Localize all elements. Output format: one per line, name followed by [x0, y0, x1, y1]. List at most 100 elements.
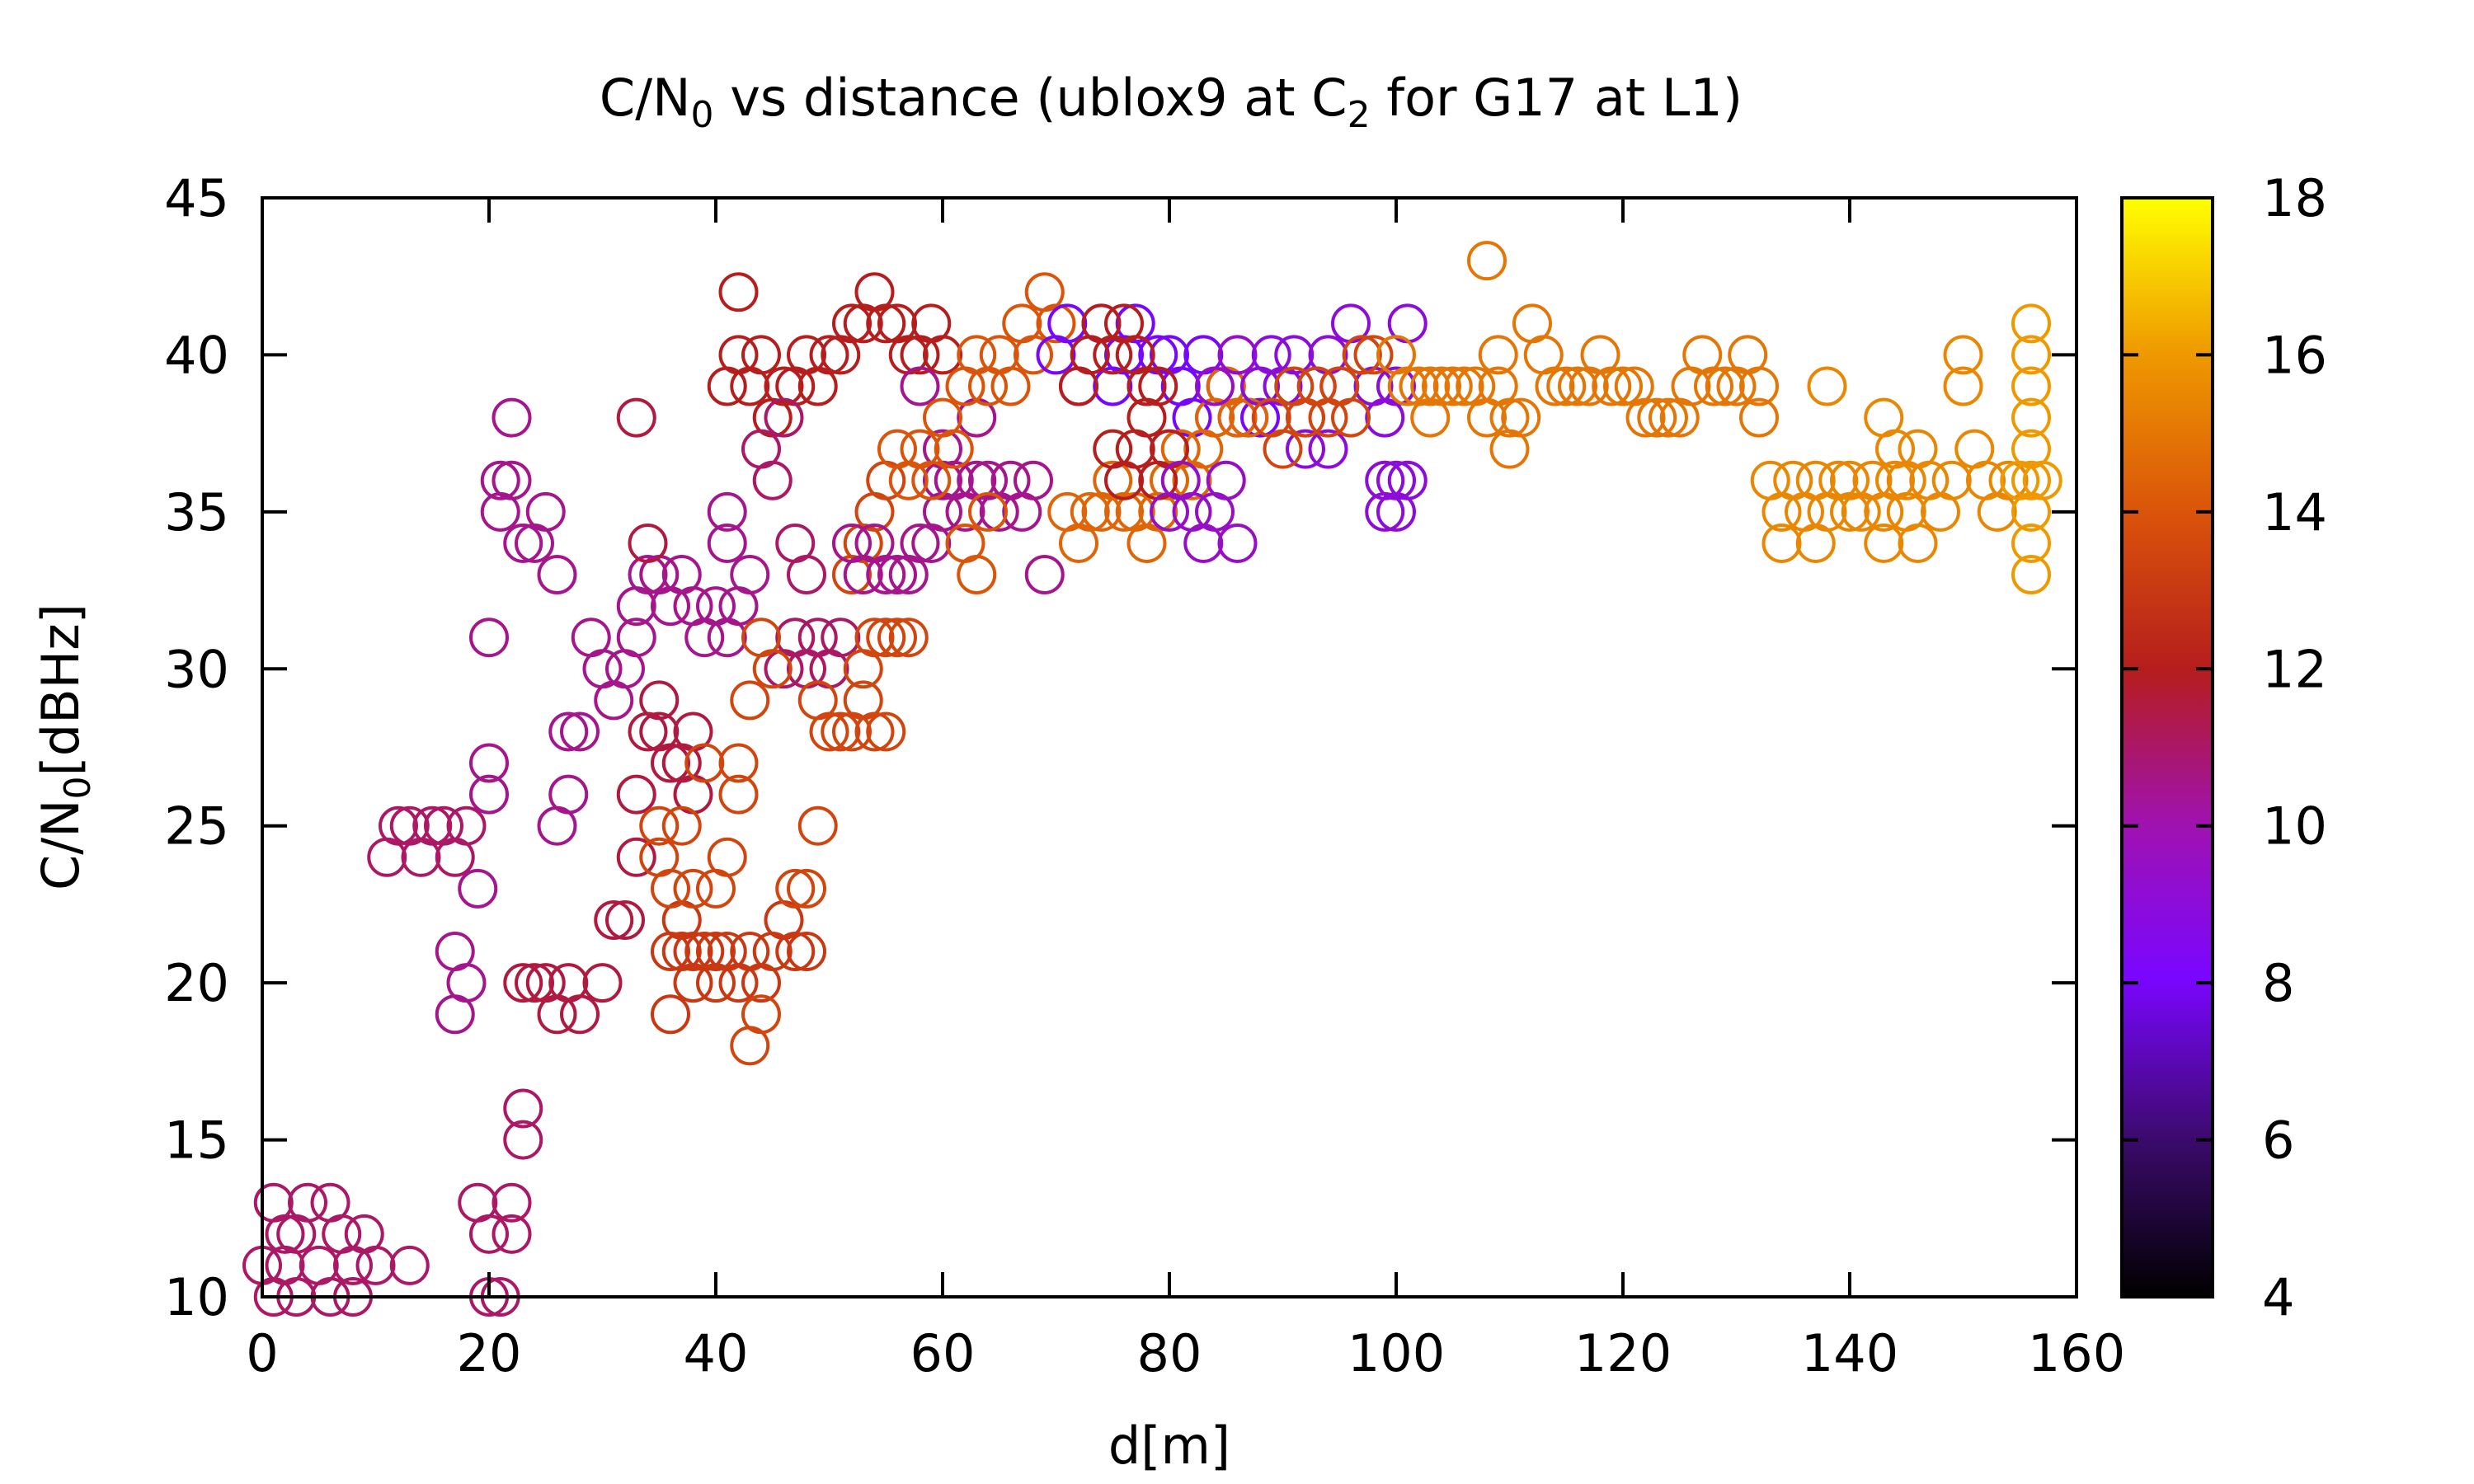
data-point: [1206, 460, 1246, 500]
data-point: [265, 1214, 305, 1254]
data-point: [1694, 366, 1733, 406]
data-point: [718, 272, 759, 312]
data-point: [628, 523, 668, 563]
data-point: [854, 711, 895, 752]
data-point: [1047, 303, 1088, 344]
data-point: [1240, 397, 1280, 438]
x-tick-label: 60: [910, 1323, 976, 1383]
data-point: [1410, 397, 1451, 438]
data-point: [1943, 366, 1983, 406]
data-point: [594, 899, 634, 940]
x-tick-label: 120: [1574, 1323, 1672, 1383]
data-point: [480, 460, 520, 500]
data-point: [821, 711, 861, 752]
data-point: [730, 680, 770, 721]
data-point: [537, 555, 577, 595]
data-point: [1217, 397, 1258, 438]
data-point: [1331, 397, 1371, 438]
y-tick-label: 45: [164, 168, 229, 228]
y-tick-label: 10: [164, 1267, 229, 1327]
data-point: [866, 303, 906, 344]
data-point: [492, 1182, 532, 1223]
colorbar-tick-label: 10: [2262, 796, 2327, 857]
colorbar-tick-label: 4: [2262, 1267, 2294, 1327]
data-point: [797, 805, 838, 846]
data-point: [560, 711, 600, 752]
data-point: [1014, 460, 1053, 500]
chart-title: C/N0 vs distance (ublox9 at C2 for G17 a…: [600, 68, 1743, 136]
data-point: [469, 1214, 509, 1254]
data-point: [1432, 366, 1473, 406]
data-point: [1535, 366, 1575, 406]
data-point: [616, 837, 656, 877]
colorbar-tick-label: 6: [2262, 1111, 2294, 1171]
data-point: [492, 397, 532, 438]
data-point: [1104, 491, 1144, 532]
data-point: [1376, 366, 1416, 406]
data-point: [1625, 397, 1666, 438]
data-point: [2011, 335, 2051, 375]
data-point: [775, 868, 816, 909]
data-point: [582, 963, 623, 1003]
data-point: [707, 523, 747, 563]
data-point: [1286, 429, 1325, 469]
data-point: [923, 335, 962, 375]
data-point: [661, 805, 702, 846]
data-point: [866, 711, 906, 752]
data-point: [503, 523, 543, 563]
data-point: [492, 1214, 532, 1254]
data-point: [446, 963, 487, 1003]
data-point: [389, 1245, 430, 1285]
y-tick-label: 20: [164, 953, 229, 1013]
data-point: [446, 805, 487, 846]
colorbar: [2120, 196, 2214, 1298]
data-point: [548, 711, 589, 752]
x-tick-label: 100: [1348, 1323, 1445, 1383]
data-point: [990, 366, 1031, 406]
data-point: [673, 868, 713, 909]
data-point: [1546, 366, 1587, 406]
colorbar-ticks: 4 6 8 10 12 14 16 18: [2122, 168, 2327, 1327]
data-point: [1489, 397, 1530, 438]
data-point: [900, 366, 940, 406]
data-point: [1217, 335, 1258, 375]
data-point: [696, 932, 736, 972]
data-point: [1387, 460, 1427, 500]
data-point: [2011, 523, 2051, 563]
data-point: [900, 523, 940, 563]
data-point: [2011, 303, 2051, 344]
y-tick-label: 40: [164, 325, 229, 385]
data-point: [1864, 523, 1904, 563]
data-point: [288, 1182, 327, 1223]
data-point: [639, 805, 680, 846]
data-point: [1807, 366, 1847, 406]
data-point: [707, 491, 747, 532]
data-point: [1830, 491, 1870, 532]
data-point: [1024, 555, 1065, 595]
data-point: [1761, 523, 1802, 563]
data-point: [379, 805, 418, 846]
data-point: [1115, 303, 1155, 344]
data-point: [1649, 397, 1688, 438]
data-point: [1342, 335, 1382, 375]
data-point: [684, 743, 725, 783]
data-point: [1603, 366, 1643, 406]
data-point: [854, 618, 895, 658]
plot-frame: [261, 196, 2078, 1298]
data-point: [1138, 366, 1178, 406]
colorbar-tick-label: 18: [2262, 168, 2327, 228]
data-point: [503, 1120, 543, 1160]
data-point: [605, 899, 645, 940]
data-point: [1365, 491, 1405, 532]
data-point: [730, 555, 770, 595]
data-point: [1410, 366, 1451, 406]
data-point: [2011, 555, 2051, 595]
data-point: [866, 618, 906, 658]
data-point: [1943, 335, 1983, 375]
data-point: [877, 618, 917, 658]
data-point: [1070, 491, 1110, 532]
colorbar-tick-label: 8: [2262, 953, 2294, 1013]
data-point: [1501, 397, 1541, 438]
data-point: [1263, 429, 1303, 469]
data-point: [968, 491, 1008, 532]
